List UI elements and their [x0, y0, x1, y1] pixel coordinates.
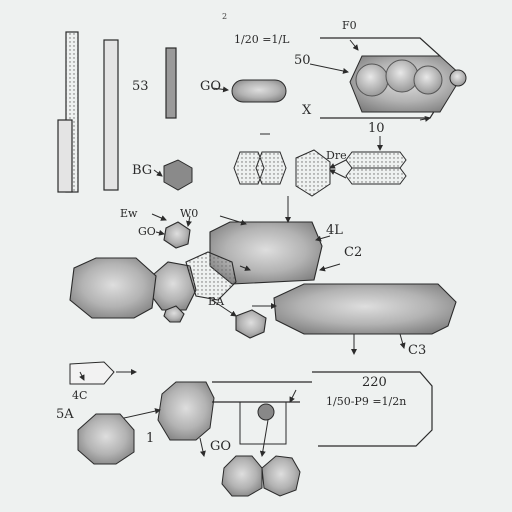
label-c2: C2 [344, 245, 363, 260]
label-220: 220 [362, 375, 387, 390]
bg-node [163, 159, 193, 191]
label-5a: 5A [56, 407, 74, 422]
label-ba: BA [208, 295, 225, 308]
go-top-capsule [231, 79, 287, 103]
label-53: 53 [132, 79, 149, 94]
label-1: 1 [146, 431, 155, 446]
label-top-f0: F0 [342, 19, 357, 32]
mid-hexagons [233, 149, 331, 197]
label-4l: 4L [326, 223, 343, 238]
label-top-small: 2 [222, 12, 228, 21]
label-10: 10 [368, 121, 385, 136]
label-bg: BG [132, 163, 153, 178]
label-formula-bottom: 1/50-P9 =1/2n [326, 395, 407, 408]
dre-cluster [345, 151, 407, 185]
label-dre: Dre [326, 149, 347, 162]
central-cluster [69, 221, 457, 339]
label-c3: C3 [408, 343, 427, 358]
label-w0: W0 [180, 207, 199, 220]
bottom-cluster [77, 381, 301, 497]
bottom-right-bracket [212, 371, 433, 447]
connectors [79, 39, 431, 457]
label-4c: 4C [72, 389, 88, 402]
label-go-bottom: GO [210, 439, 232, 454]
label-go-mid: GO [138, 225, 156, 238]
top-right-cluster [320, 37, 467, 119]
bottom-left-capsule [69, 361, 115, 385]
label-ew: Ew [120, 207, 138, 220]
label-top-formula: 1/20 =1/L [234, 33, 290, 46]
left-pillars [57, 31, 177, 193]
label-50: 50 [294, 53, 311, 68]
label-go-top: GO [200, 79, 222, 94]
label-x: X [302, 103, 312, 118]
